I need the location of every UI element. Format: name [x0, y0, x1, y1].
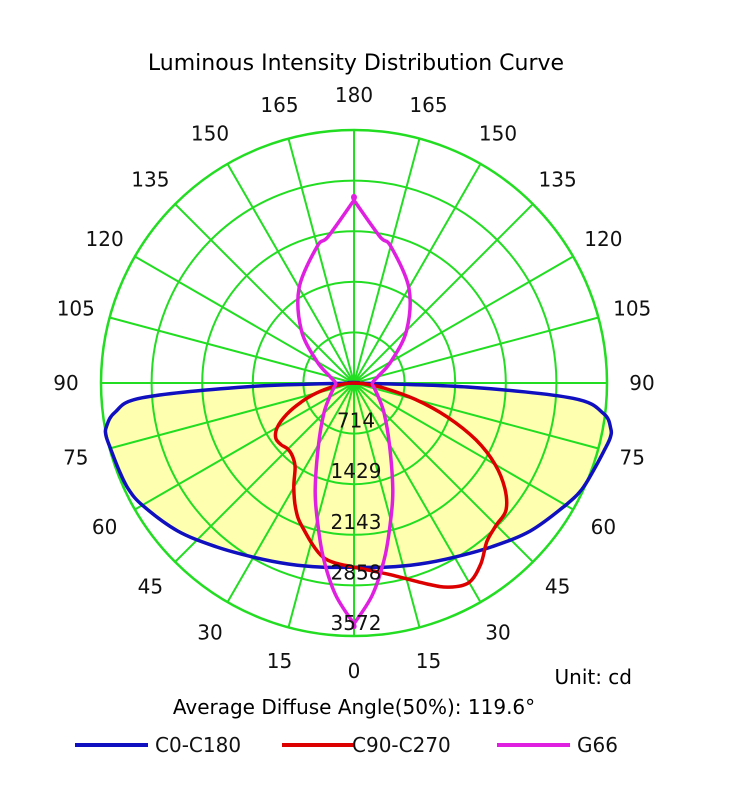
angle-label: 75 [619, 446, 644, 470]
angle-label: 165 [260, 93, 298, 117]
angle-label: 60 [92, 515, 117, 539]
angle-label: 30 [485, 620, 510, 644]
angle-label: 135 [131, 167, 169, 191]
series-line-c90-c270 [273, 381, 509, 589]
angle-label: 180 [335, 83, 373, 107]
grid-spoke [353, 382, 421, 628]
grid-spoke [134, 382, 355, 511]
angle-label: 165 [409, 93, 447, 117]
angle-label: 150 [479, 122, 517, 146]
grid-spoke [353, 255, 574, 384]
angle-label: 15 [416, 649, 441, 673]
average-diffuse-angle-label: Average Diffuse Angle(50%): 119.6° [173, 695, 535, 719]
grid-spoke [353, 203, 534, 384]
series-line-g66 [296, 193, 412, 630]
angle-label: 15 [267, 649, 292, 673]
radial-tick-labels: 714 1429 2143 2858 3572 [331, 409, 382, 635]
radial-tick-label: 2143 [331, 510, 382, 534]
angle-label: 120 [86, 227, 124, 251]
angle-label: 150 [191, 122, 229, 146]
angle-label: 45 [545, 575, 570, 599]
grid-spoke [134, 255, 355, 384]
angle-label: 0 [348, 659, 361, 683]
grid-spoke [353, 163, 482, 384]
angle-label: 105 [613, 297, 651, 321]
chart-title: Luminous Intensity Distribution Curve [148, 51, 564, 76]
grid-spoke [226, 382, 355, 603]
grid-spoke [353, 138, 421, 384]
angle-label: 135 [539, 167, 577, 191]
grid-spoke [226, 163, 355, 384]
radial-tick-label: 3572 [331, 611, 382, 635]
angle-tick-labels: 0 15 30 45 60 75 90 105 120 135 150 165 180 15 30 45 60 7… [53, 83, 654, 683]
legend-label: C0-C180 [155, 733, 241, 757]
series-fill-0 [105, 382, 612, 568]
grid-spoke [353, 382, 574, 511]
radial-tick-label: 2858 [331, 560, 382, 584]
grid-spoke [353, 382, 599, 450]
grid-spoke [174, 203, 355, 384]
angle-label: 90 [53, 371, 78, 395]
grid-spoke [109, 316, 355, 384]
angle-label: 105 [57, 297, 95, 321]
grid-spoke [287, 382, 355, 628]
angle-label: 30 [197, 620, 222, 644]
angle-label: 90 [629, 371, 654, 395]
unit-label: Unit: cd [555, 665, 633, 689]
series-fills [105, 382, 612, 568]
angle-label: 120 [584, 227, 622, 251]
radial-tick-label: 714 [337, 409, 375, 433]
grid-spoke [353, 382, 482, 603]
radial-tick-label: 1429 [331, 459, 382, 483]
legend-label: G66 [577, 733, 618, 757]
angle-label: 45 [138, 575, 163, 599]
grid-spoke [287, 138, 355, 384]
legend-label: C90-C270 [352, 733, 451, 757]
angle-label: 60 [591, 515, 616, 539]
series-curves [103, 193, 614, 630]
grid-spoke [353, 316, 599, 384]
legend: C0-C180 C90-C270 G66 [75, 733, 618, 757]
angle-label: 75 [63, 446, 88, 470]
